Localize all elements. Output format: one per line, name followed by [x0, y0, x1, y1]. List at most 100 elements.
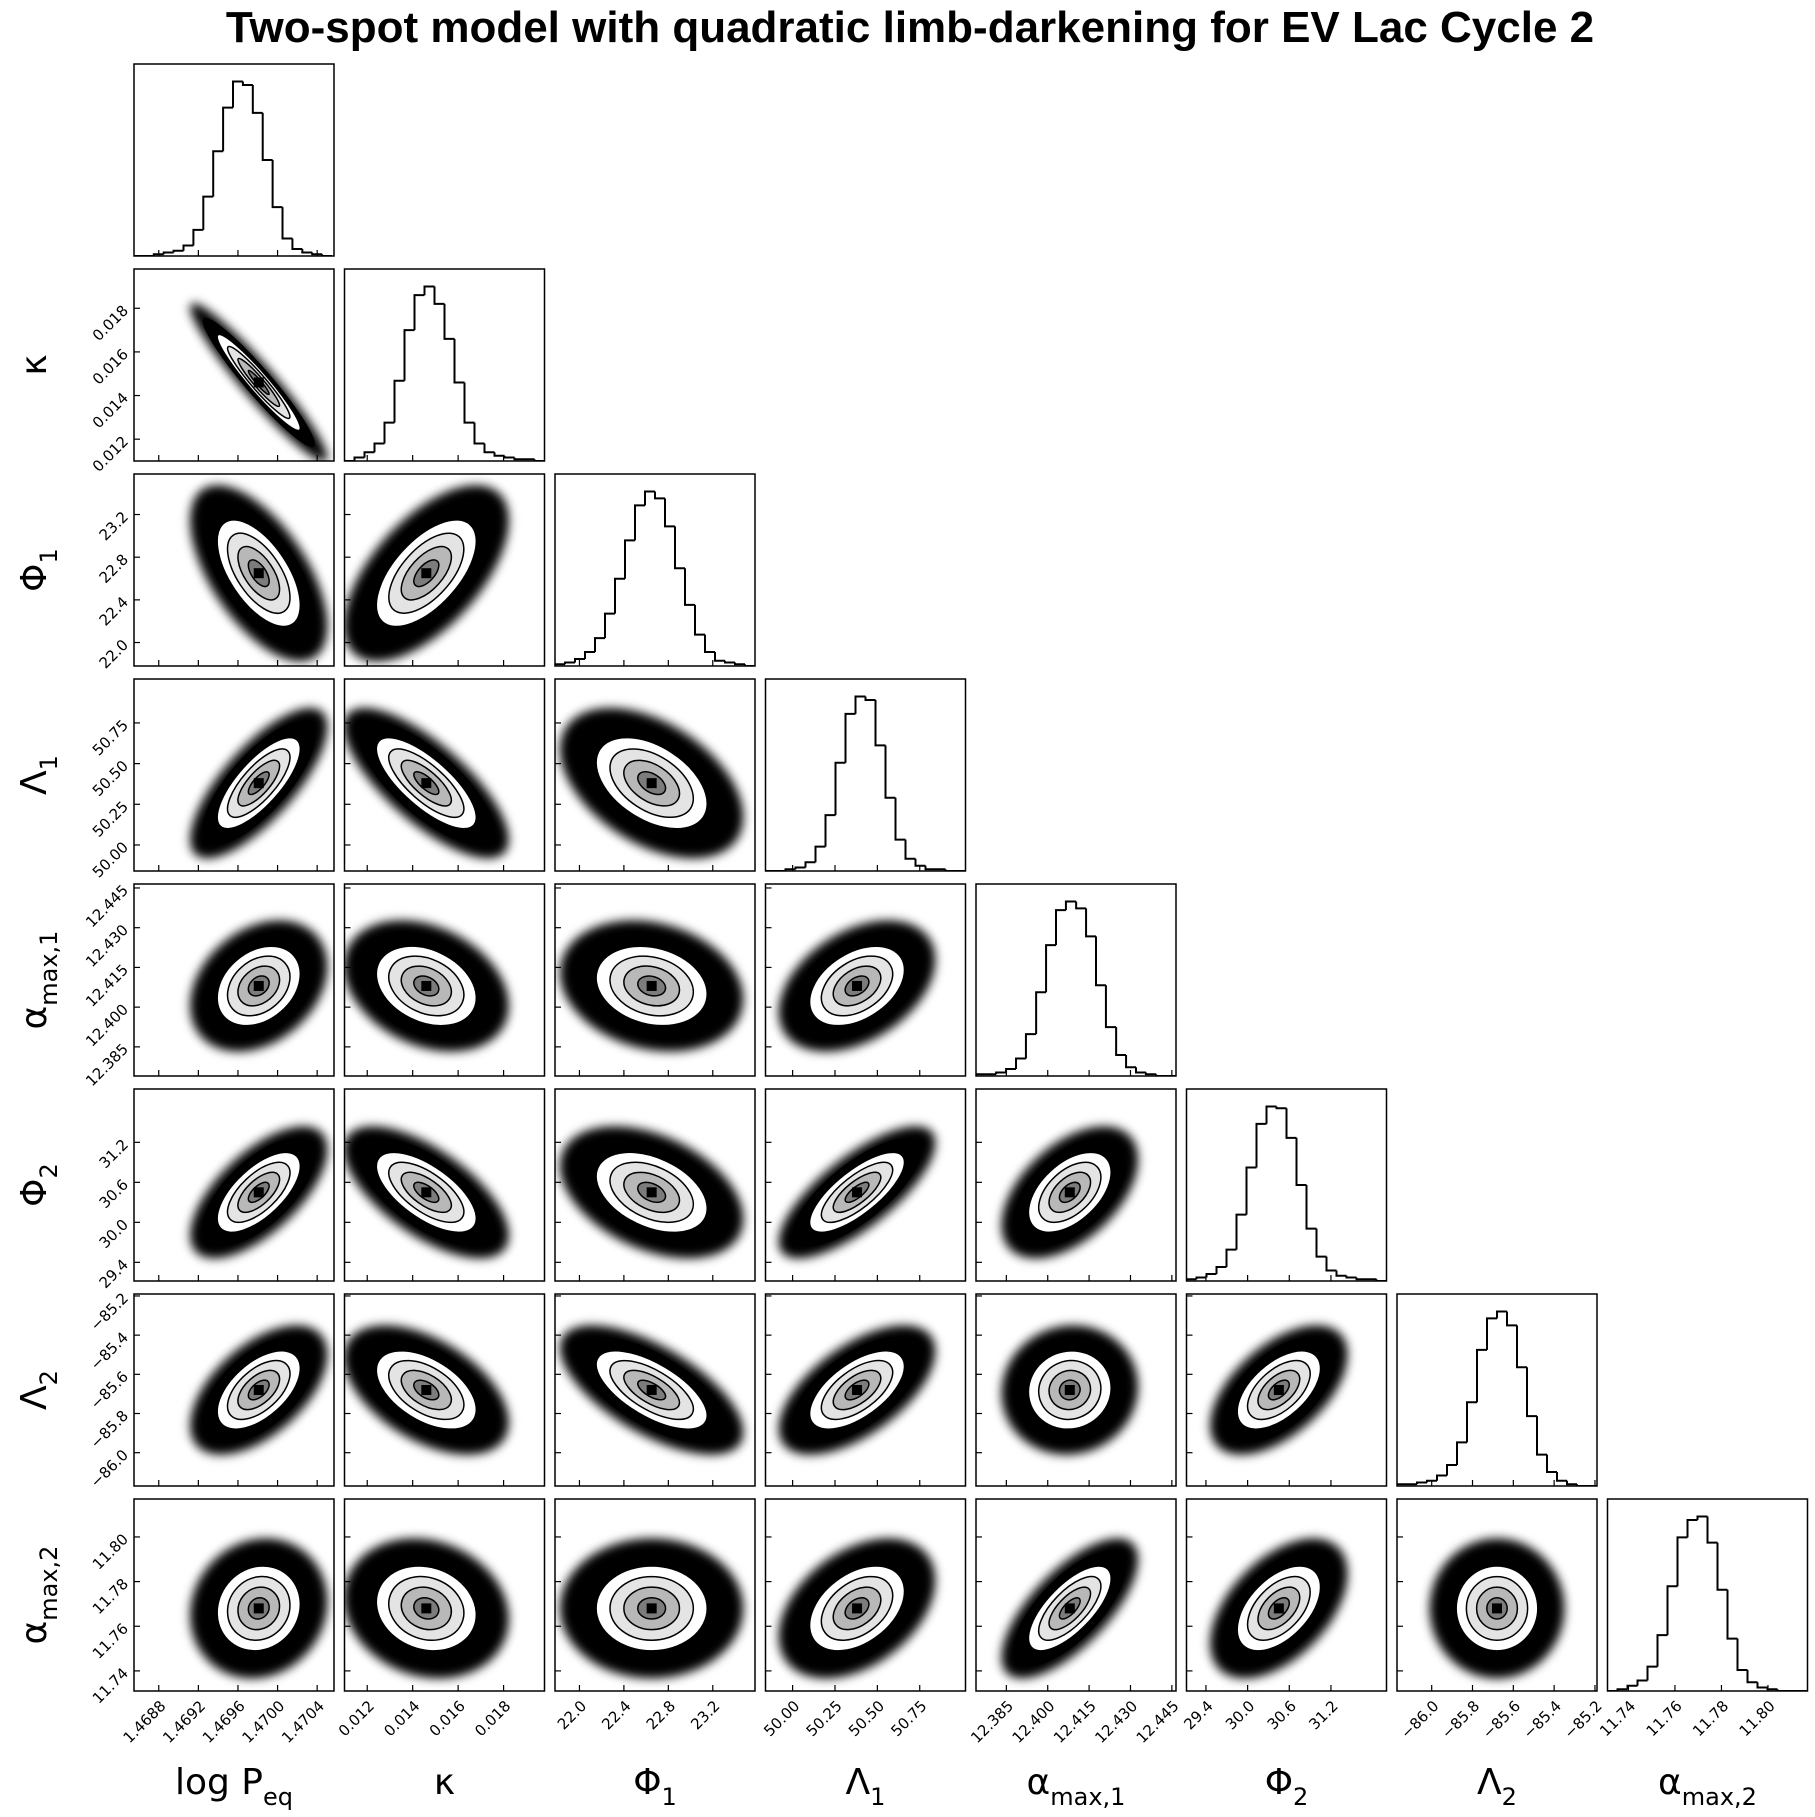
y-tick-label: 50.75 [89, 716, 132, 759]
histogram-bin [281, 207, 293, 240]
histogram-bin [493, 452, 505, 457]
panel [554, 473, 756, 667]
panel [975, 883, 1177, 1077]
density-peak [646, 1603, 657, 1614]
label-sub: 2 [35, 1370, 63, 1385]
y-tick-label: 29.4 [96, 1256, 132, 1292]
panel-frame [554, 1088, 756, 1282]
histogram-bin [473, 422, 485, 445]
panel [554, 1293, 756, 1487]
panel-content [344, 285, 545, 461]
panel [554, 678, 756, 872]
x-tick-label: 0.012 [335, 1697, 378, 1740]
y-tick-label: 50.25 [89, 798, 132, 841]
panel-frame [1396, 1293, 1598, 1487]
panel-frame [343, 1293, 546, 1487]
y-tick-label: 12.415 [82, 961, 132, 1011]
label-main: α [1027, 1762, 1051, 1803]
histogram-bin [1345, 1275, 1357, 1279]
histogram-bin [1024, 1033, 1037, 1059]
panel-frame [1606, 1498, 1809, 1692]
x-tick-label: 30.0 [1222, 1697, 1258, 1733]
chart-title: Two-spot model with quadratic limb-darke… [226, 3, 1594, 52]
histogram-bin [1416, 1481, 1427, 1485]
panel-content [1001, 1325, 1139, 1455]
panel: 29.4 30.0 30.6 31.2 [96, 1088, 335, 1292]
x-tick-label: 23.2 [687, 1697, 723, 1733]
panel-frame [133, 678, 335, 872]
x-axis-label: Φ1 [633, 1762, 677, 1811]
histogram-bin [1295, 1137, 1307, 1186]
y-tick-label: −85.2 [87, 1289, 132, 1334]
density-peak [421, 1603, 432, 1614]
panel-content [344, 1325, 509, 1455]
histogram-bin [614, 577, 625, 614]
histogram-bin [212, 150, 224, 197]
y-tick-label: −86.0 [87, 1446, 132, 1491]
x-axis-label: αmax,2 [1658, 1762, 1757, 1811]
panel-frame [554, 1293, 756, 1487]
panel-frame [554, 883, 756, 1077]
panel-content [1397, 1310, 1597, 1486]
histogram-bin [1706, 1516, 1718, 1544]
histogram-bin [1566, 1480, 1577, 1486]
histogram-bin [363, 451, 375, 458]
x-axis-label: Λ2 [1477, 1762, 1517, 1811]
histogram-bin [1486, 1317, 1497, 1350]
histogram-bin [1115, 1027, 1127, 1057]
histogram-bin [1035, 991, 1047, 1035]
label-sub: max,1 [35, 931, 63, 1006]
histogram-bin [1305, 1185, 1317, 1230]
panel-content [190, 303, 328, 461]
panel [764, 1293, 967, 1487]
y-axis-label: κ [14, 354, 55, 375]
histogram-bin [1265, 1105, 1277, 1124]
x-tick-label: −86.0 [1397, 1697, 1442, 1742]
panel [343, 1088, 546, 1282]
density-peak [421, 1187, 432, 1198]
histogram-bin [1656, 1634, 1668, 1667]
panel [554, 883, 756, 1077]
histogram-bin [1526, 1367, 1537, 1418]
histogram-bin [1426, 1479, 1437, 1483]
x-axis-label: log Peq [175, 1762, 293, 1811]
x-tick-label: −85.4 [1520, 1697, 1565, 1742]
histogram-bin [1085, 908, 1096, 938]
histogram-bin [684, 568, 695, 606]
histogram-bin [644, 490, 655, 506]
x-tick-label: 0.018 [471, 1697, 514, 1740]
histogram-bin [694, 604, 705, 636]
histogram-bin [261, 112, 273, 161]
histogram-bin [423, 285, 435, 296]
histogram-bin [844, 712, 856, 763]
histogram-bin [1736, 1638, 1748, 1672]
histogram-bin [804, 861, 816, 868]
x-tick-label: −85.8 [1438, 1697, 1483, 1742]
histogram-bin [1375, 1279, 1387, 1281]
panel-frame [133, 268, 335, 462]
density-peak [1492, 1603, 1502, 1614]
y-tick-label: 11.80 [89, 1530, 132, 1573]
label-sub: max,1 [1050, 1783, 1125, 1811]
panel-content [1186, 1105, 1387, 1281]
panel-frame [133, 1088, 335, 1282]
y-tick-label: 0.016 [89, 345, 132, 388]
panel [343, 883, 546, 1077]
histogram-bin [1155, 1074, 1167, 1076]
panel-frame [343, 1498, 546, 1692]
label-main: κ [434, 1762, 455, 1803]
x-tick-label: 1.4688 [120, 1697, 170, 1747]
panel [764, 678, 967, 872]
histogram-bin [1235, 1213, 1247, 1250]
histogram-bin [172, 249, 184, 253]
histogram-bin [1125, 1055, 1136, 1069]
histogram-bin [1636, 1679, 1648, 1686]
panel [343, 678, 546, 872]
y-axis-label: Λ2 [14, 1370, 63, 1410]
panel-content [555, 490, 755, 666]
histogram-bin [1456, 1441, 1467, 1466]
